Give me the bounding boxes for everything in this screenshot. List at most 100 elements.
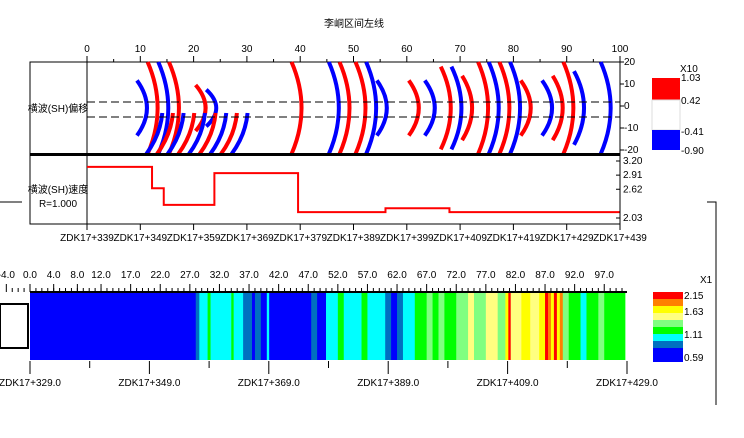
strip-segment <box>343 293 362 360</box>
reflection-arc <box>561 61 576 155</box>
legend-label: 1.11 <box>684 330 703 341</box>
strip-segment <box>545 293 549 360</box>
strip-segment <box>510 293 522 360</box>
velocity-line <box>87 165 620 214</box>
station-label: ZDK17+389 <box>327 233 381 244</box>
strip-segment <box>397 293 404 360</box>
station-label: ZDK17+409.0 <box>477 378 539 389</box>
reflection-arc <box>519 79 533 137</box>
legend-swatch <box>652 78 680 100</box>
strip-tick-label: 37.0 <box>239 270 259 281</box>
legend-label: 0.42 <box>681 96 701 107</box>
strip-tick-label: 27.0 <box>180 270 200 281</box>
y-tick-label: 20 <box>624 57 636 68</box>
reflection-arc <box>187 112 207 156</box>
reflection-arc <box>508 61 523 155</box>
x-tick-label: 30 <box>241 44 253 55</box>
frame-line <box>707 201 717 405</box>
station-label: ZDK17+409 <box>433 233 487 244</box>
strip-tick-label: 4.0 <box>47 270 61 281</box>
strip-segment <box>586 293 599 360</box>
velocity-strip <box>30 293 626 360</box>
strip-segment <box>252 293 256 360</box>
legend-label: 1.63 <box>684 307 704 318</box>
y-tick-label: 0 <box>624 101 630 112</box>
legend-label: 1.03 <box>681 73 701 84</box>
strip-segment <box>231 293 235 360</box>
x-tick-label: 0 <box>84 44 90 55</box>
x-tick-label: 40 <box>295 44 307 55</box>
y-tick-label: 2.91 <box>623 170 643 181</box>
reflection-arc <box>353 61 368 155</box>
legend-title: X1 <box>700 275 713 286</box>
station-label: ZDK17+389.0 <box>357 378 419 389</box>
strip-segment <box>568 293 581 360</box>
start-box <box>0 303 29 349</box>
strip-segment <box>438 293 445 360</box>
reflection-arc <box>540 79 555 137</box>
strip-tick-label: 82.0 <box>506 270 526 281</box>
strip-segment <box>432 293 439 360</box>
strip-tick-label: 22.0 <box>151 270 171 281</box>
strip-tick-label: 72.0 <box>447 270 467 281</box>
x-tick-label: 50 <box>348 44 360 55</box>
station-label: ZDK17+419 <box>487 233 541 244</box>
y-tick-label: -20 <box>624 145 639 156</box>
reflection-arc <box>550 74 565 142</box>
reflection-arc <box>407 79 421 137</box>
station-label: ZDK17+369 <box>220 233 274 244</box>
strip-segment <box>485 293 499 360</box>
reflection-arc <box>460 74 474 142</box>
station-label: ZDK17+359 <box>167 233 221 244</box>
station-label: ZDK17+329.0 <box>0 378 61 389</box>
strip-segment <box>497 293 506 360</box>
strip-segment <box>553 293 558 360</box>
strip-tick-label: 62.0 <box>387 270 407 281</box>
seismic-section <box>135 61 613 156</box>
strip-tick-label: 67.0 <box>417 270 437 281</box>
strip-segment <box>30 293 197 360</box>
strip-segment <box>474 293 487 360</box>
reflection-arc <box>438 65 453 151</box>
reflection-arc <box>476 61 491 155</box>
strip-tick-label: 92.0 <box>565 270 585 281</box>
y-tick-label: -10 <box>624 123 639 134</box>
x-tick-label: 60 <box>401 44 413 55</box>
strip-top-axis: -4.0 0.0 4.0 8.0 12.0 17.0 22.0 27.0 32.0 37.0 42.… <box>0 270 623 292</box>
strip-segment <box>391 293 398 360</box>
station-label: ZDK17+349 <box>113 233 167 244</box>
offset-x-axis: 0 10 20 30 40 50 60 70 80 90 100 <box>84 44 629 62</box>
strip-segment <box>210 293 232 360</box>
reflection-arc <box>337 61 352 155</box>
strip-segment <box>505 293 509 360</box>
strip-tick-label: 12.0 <box>91 270 111 281</box>
station-label: ZDK17+349.0 <box>118 378 180 389</box>
reflection-arc <box>204 88 219 128</box>
reflection-arc <box>289 61 304 155</box>
chart-title: 李峒区间左线 <box>324 17 384 30</box>
strip-segment <box>269 293 312 360</box>
reflection-arc <box>423 79 437 137</box>
legend-swatch <box>651 99 681 131</box>
strip-segment <box>311 293 318 360</box>
strip-segment <box>580 293 587 360</box>
legend-label: 2.15 <box>684 291 704 302</box>
strip-segment <box>444 293 457 360</box>
strip-segment <box>550 293 555 360</box>
station-label: ZDK17+399 <box>380 233 434 244</box>
x-tick-label: 70 <box>455 44 467 55</box>
strip-segment <box>260 293 268 360</box>
x-tick-label: 20 <box>188 44 200 55</box>
station-label: ZDK17+379 <box>273 233 327 244</box>
reflection-arc <box>194 83 208 133</box>
strip-segment <box>468 293 475 360</box>
x-tick-label: 90 <box>561 44 573 55</box>
reflection-arc <box>449 65 464 151</box>
station-label: ZDK17+369.0 <box>238 378 300 389</box>
strip-segment <box>233 293 244 360</box>
velocity-panel-label: 横波(SH)速度 <box>28 183 89 196</box>
strip-tick-label: 17.0 <box>121 270 141 281</box>
legend-swatch <box>653 292 683 299</box>
